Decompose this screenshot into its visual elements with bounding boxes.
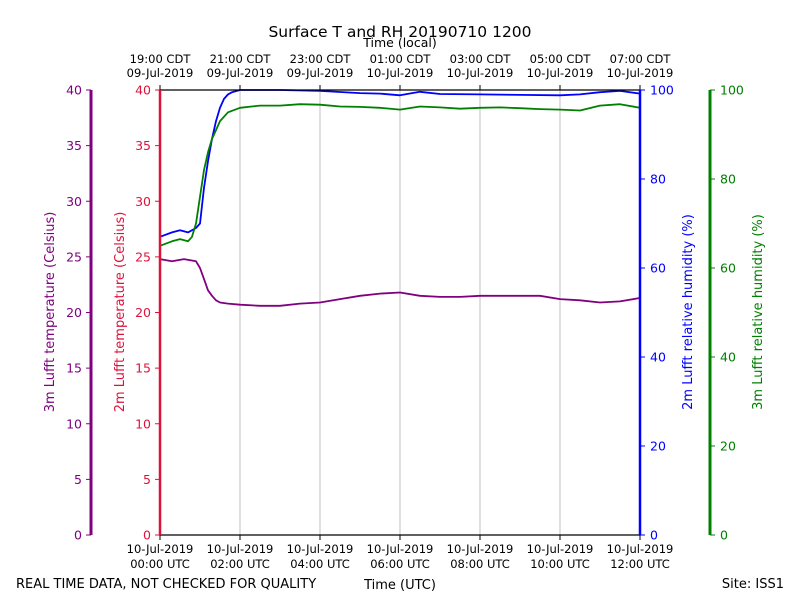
y-tick-label: 25 xyxy=(135,249,151,264)
x-tick-time: 04:00 UTC xyxy=(290,557,350,571)
top-tick-date: 10-Jul-2019 xyxy=(607,66,674,80)
y-tick-label: 30 xyxy=(66,194,82,209)
x-tick-date: 10-Jul-2019 xyxy=(527,542,594,556)
y-tick-label: 20 xyxy=(650,439,666,454)
x-tick-date: 10-Jul-2019 xyxy=(447,542,514,556)
series-line-t3m xyxy=(159,258,641,307)
y-label-2m-humidity: 2m Lufft relative humidity (%) xyxy=(681,214,696,410)
top-tick-date: 09-Jul-2019 xyxy=(127,66,194,80)
axes xyxy=(86,85,715,540)
top-axis-label: Time (local) xyxy=(362,35,436,50)
y-tick-label: 0 xyxy=(143,528,151,543)
y-tick-label: 80 xyxy=(720,172,736,187)
top-tick-time: 05:00 CDT xyxy=(530,52,592,66)
y-tick-label: 40 xyxy=(66,83,82,98)
y-tick-label: 10 xyxy=(66,416,82,431)
y-tick-label: 100 xyxy=(720,83,744,98)
y-tick-label: 40 xyxy=(135,83,151,98)
x-tick-date: 10-Jul-2019 xyxy=(607,542,674,556)
x-tick-time: 00:00 UTC xyxy=(130,557,190,571)
top-tick-date: 10-Jul-2019 xyxy=(527,66,594,80)
top-tick-date: 09-Jul-2019 xyxy=(207,66,274,80)
top-tick-date: 10-Jul-2019 xyxy=(447,66,514,80)
top-tick-date: 10-Jul-2019 xyxy=(367,66,434,80)
y-tick-label: 40 xyxy=(720,350,736,365)
x-tick-time: 12:00 UTC xyxy=(610,557,670,571)
x-tick-time: 08:00 UTC xyxy=(450,557,510,571)
gridlines xyxy=(239,90,561,535)
y-tick-label: 20 xyxy=(135,305,151,320)
top-tick-time: 07:00 CDT xyxy=(610,52,672,66)
y-tick-label: 40 xyxy=(650,350,666,365)
x-axis-label: Time (UTC) xyxy=(363,578,436,593)
x-tick-date: 10-Jul-2019 xyxy=(127,542,194,556)
y-tick-label: 15 xyxy=(135,361,151,376)
series-line-rh3m xyxy=(159,103,641,247)
top-tick-time: 21:00 CDT xyxy=(210,52,272,66)
x-tick-date: 10-Jul-2019 xyxy=(367,542,434,556)
tick-labels: 0 5 10 15 20 25 30 35 40 0 5 10 15 20 25 30 35 40 0 20 40 60 8… xyxy=(66,52,744,571)
top-tick-time: 23:00 CDT xyxy=(290,52,352,66)
y-tick-label: 15 xyxy=(66,361,82,376)
x-tick-time: 02:00 UTC xyxy=(210,557,270,571)
y-tick-label: 60 xyxy=(720,261,736,276)
y-tick-label: 35 xyxy=(66,138,82,153)
y-tick-label: 10 xyxy=(135,416,151,431)
top-tick-time: 19:00 CDT xyxy=(130,52,192,66)
x-tick-time: 06:00 UTC xyxy=(370,557,430,571)
x-tick-date: 10-Jul-2019 xyxy=(287,542,354,556)
y-tick-label: 20 xyxy=(66,305,82,320)
y-label-3m-temperature: 3m Lufft temperature (Celsius) xyxy=(43,212,58,413)
y-tick-label: 0 xyxy=(74,528,82,543)
chart-title: Surface T and RH 20190710 1200 xyxy=(268,23,531,41)
footer-disclaimer: REAL TIME DATA, NOT CHECKED FOR QUALITY xyxy=(16,577,316,592)
top-tick-date: 09-Jul-2019 xyxy=(287,66,354,80)
y-tick-label: 20 xyxy=(720,439,736,454)
y-tick-label: 5 xyxy=(74,472,82,487)
x-tick-date: 10-Jul-2019 xyxy=(207,542,274,556)
y-tick-label: 35 xyxy=(135,138,151,153)
y-tick-label: 30 xyxy=(135,194,151,209)
y-tick-label: 60 xyxy=(650,261,666,276)
top-tick-time: 03:00 CDT xyxy=(450,52,512,66)
y-tick-label: 80 xyxy=(650,172,666,187)
y-label-3m-humidity: 3m Lufft relative humidity (%) xyxy=(751,214,766,410)
y-tick-label: 25 xyxy=(66,249,82,264)
top-tick-time: 01:00 CDT xyxy=(370,52,432,66)
y-tick-label: 5 xyxy=(143,472,151,487)
y-tick-label: 0 xyxy=(650,528,658,543)
y-tick-label: 100 xyxy=(650,83,674,98)
y-label-2m-temperature: 2m Lufft temperature (Celsius) xyxy=(113,212,128,413)
footer-site: Site: ISS1 xyxy=(722,577,784,592)
x-tick-time: 10:00 UTC xyxy=(530,557,590,571)
y-tick-label: 0 xyxy=(720,528,728,543)
